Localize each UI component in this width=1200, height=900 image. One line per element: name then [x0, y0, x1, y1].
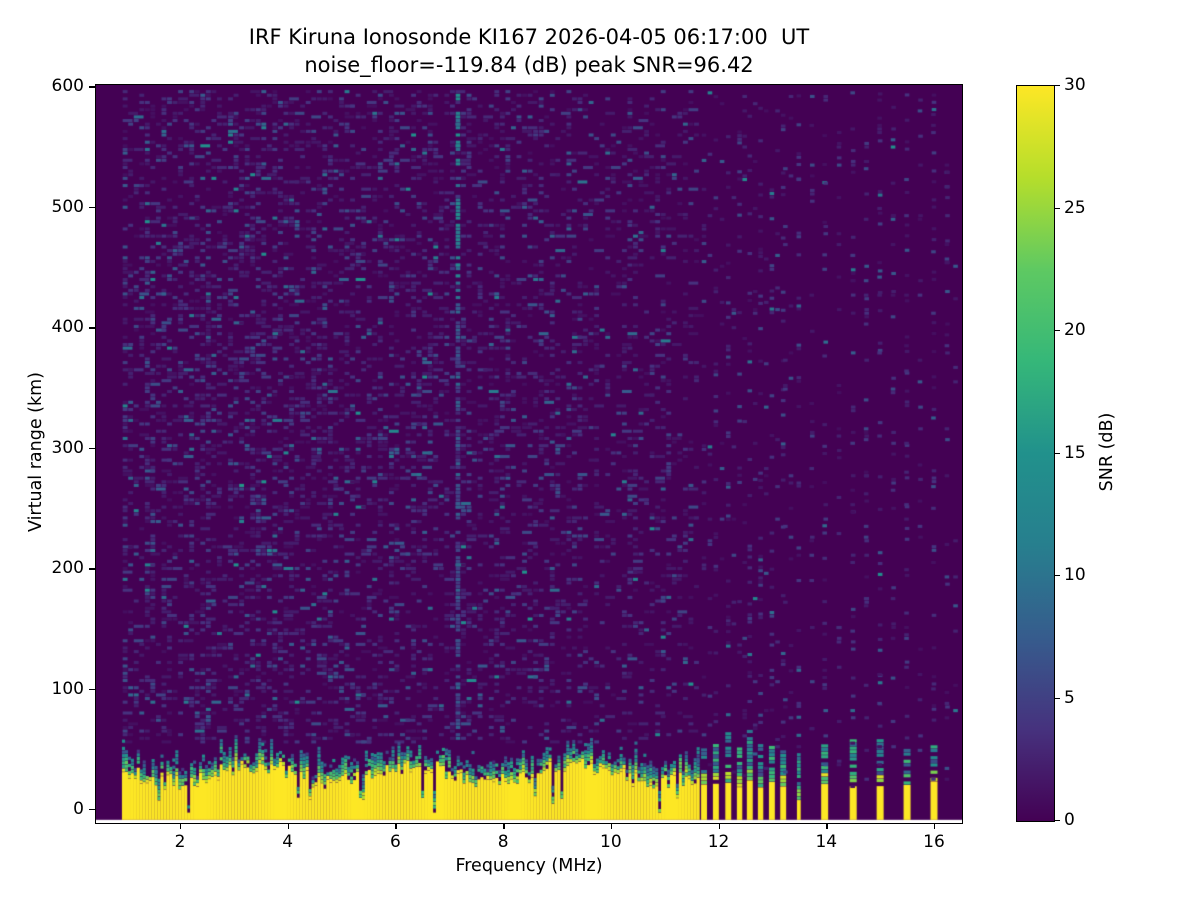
x-axis-label: Frequency (MHz): [455, 856, 603, 876]
colorbar-tick-mark: [1054, 85, 1060, 87]
x-tick-mark: [933, 823, 936, 829]
y-tick-label: 400: [51, 317, 84, 338]
y-tick-mark: [89, 206, 95, 209]
colorbar-tick-mark: [1054, 452, 1060, 454]
ionogram-heatmap: [96, 85, 962, 823]
x-tick-label: 14: [815, 832, 838, 852]
colorbar-tick-mark: [1054, 820, 1060, 822]
x-tick-label: 8: [497, 832, 509, 852]
figure-subtitle: noise_floor=-119.84 (dB) peak SNR=96.42: [304, 53, 754, 77]
colorbar-tick-label: 0: [1064, 810, 1075, 830]
x-tick-mark: [610, 823, 613, 829]
x-tick-mark: [826, 823, 828, 829]
colorbar-label: SNR (dB): [1097, 412, 1117, 492]
colorbar-tick-label: 15: [1064, 442, 1086, 463]
y-tick-mark: [89, 688, 95, 690]
y-tick-mark: [89, 809, 95, 811]
y-tick-label: 500: [51, 196, 84, 217]
colorbar-tick-label: 30: [1064, 75, 1086, 95]
y-tick-label: 300: [51, 437, 84, 458]
x-tick-label: 10: [600, 832, 622, 852]
x-tick-label: 6: [390, 832, 401, 852]
y-tick-label: 100: [51, 678, 84, 699]
colorbar-tick-mark: [1054, 330, 1060, 332]
colorbar: [1016, 85, 1055, 822]
x-tick-label: 16: [923, 832, 945, 852]
figure-title: IRF Kiruna Ionosonde KI167 2026-04-05 06…: [248, 25, 810, 49]
x-tick-label: 12: [707, 832, 730, 852]
y-tick-label: 600: [51, 76, 84, 97]
colorbar-tick-mark: [1054, 207, 1060, 209]
axes-frame: [95, 84, 963, 824]
colorbar-tick-label: 5: [1064, 687, 1075, 708]
x-tick-mark: [287, 823, 290, 829]
colorbar-tick-label: 10: [1064, 565, 1086, 585]
x-tick-mark: [180, 823, 182, 829]
x-tick-mark: [395, 823, 397, 829]
y-tick-label: 200: [51, 558, 84, 579]
colorbar-tick-label: 25: [1064, 197, 1086, 218]
x-tick-mark: [718, 823, 720, 829]
y-tick-mark: [89, 86, 95, 88]
y-tick-mark: [89, 327, 95, 329]
y-tick-mark: [89, 447, 95, 450]
colorbar-tick-mark: [1054, 697, 1060, 699]
y-axis-label: Virtual range (km): [26, 371, 46, 533]
x-tick-mark: [503, 823, 505, 829]
colorbar-tick-mark: [1054, 575, 1060, 577]
x-tick-label: 2: [174, 832, 186, 852]
y-tick-label: 0: [73, 799, 84, 819]
colorbar-tick-label: 20: [1064, 320, 1086, 340]
y-tick-mark: [89, 568, 95, 570]
x-tick-label: 4: [282, 832, 294, 852]
